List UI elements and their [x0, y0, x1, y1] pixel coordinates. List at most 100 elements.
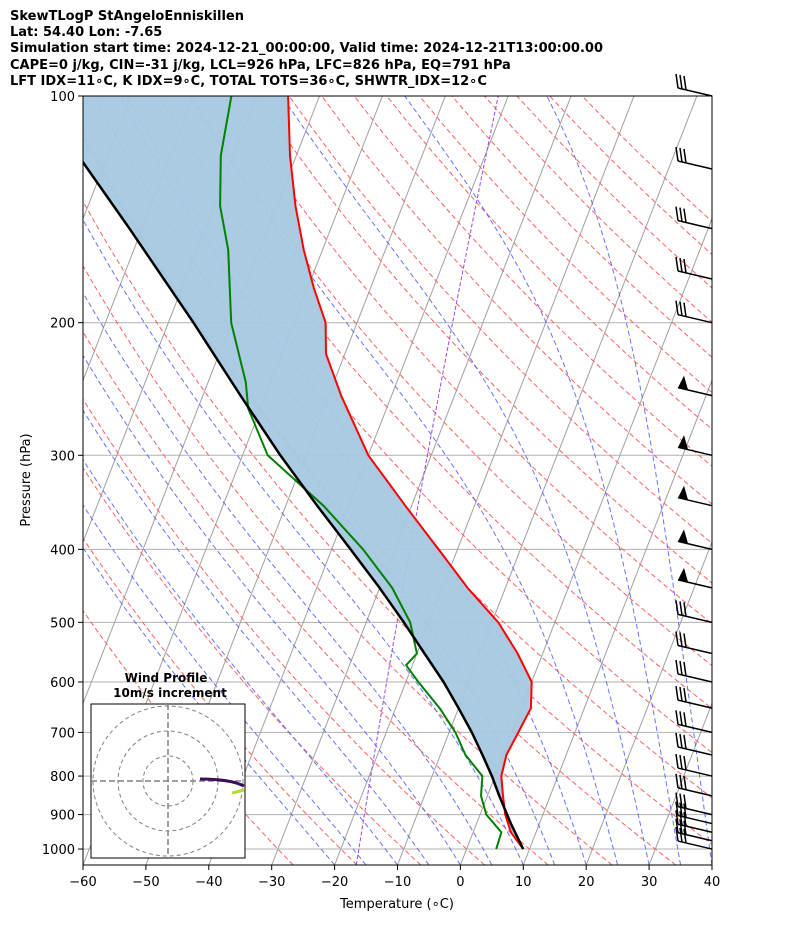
barb-staff	[677, 746, 713, 756]
background-lines	[83, 96, 712, 865]
wind-barb	[675, 826, 713, 850]
hodo-trace-upper	[199, 777, 245, 788]
profile-lines	[83, 96, 533, 850]
wind-barb	[675, 256, 713, 280]
moist-adiabat	[404, 96, 681, 865]
barb-feather	[675, 753, 679, 769]
wind-barbs	[675, 73, 713, 850]
y-tick-label: 500	[50, 616, 75, 631]
y-tick-label: 800	[50, 770, 75, 785]
wind-barb	[677, 567, 713, 589]
stability-indices: CAPE=0 j/kg, CIN=-31 j/kg, LCL=926 hPa, …	[10, 58, 511, 73]
dry-adiabat	[321, 96, 712, 505]
barb-feather	[683, 775, 687, 790]
barb-staff	[677, 814, 713, 825]
barb-feather	[675, 792, 679, 807]
isotherm	[522, 378, 712, 865]
x-tick-label: 20	[578, 875, 595, 890]
dry-adiabat	[223, 96, 712, 625]
barb-feather	[675, 300, 679, 315]
barb-feather	[679, 774, 683, 789]
moist-adiabat	[189, 96, 619, 865]
dry-adiabat	[83, 265, 613, 865]
wind-barb	[675, 73, 713, 97]
barb-flag	[678, 485, 688, 500]
isotherm	[271, 96, 572, 865]
mixing-ratio-line	[355, 96, 499, 865]
dry-adiabat	[83, 200, 677, 865]
wind-barb	[677, 435, 713, 457]
x-tick-label: 10	[515, 875, 532, 890]
barb-staff	[677, 446, 713, 457]
barb-staff	[677, 673, 713, 683]
barb-staff	[677, 840, 713, 850]
barb-feather	[683, 602, 687, 617]
barb-staff	[677, 160, 713, 170]
moist-adiabat	[83, 458, 398, 865]
y-axis: 100 200 300 400 500 600 700 800 900 1000	[42, 90, 83, 858]
inset-title: Wind Profile	[125, 671, 208, 685]
cin-cape-fill	[83, 96, 532, 849]
barb-feather	[683, 820, 687, 835]
isotherm	[648, 702, 712, 865]
barb-staff	[677, 270, 713, 280]
y-tick-label: 200	[50, 317, 75, 332]
moist-adiabat	[83, 409, 430, 865]
barb-feather	[679, 827, 683, 843]
barb-feather	[675, 773, 679, 788]
dry-adiabat	[516, 96, 712, 289]
barb-feather	[683, 688, 687, 703]
y-tick-label: 600	[50, 676, 75, 691]
barb-feather	[679, 301, 683, 316]
time-label: Simulation start time: 2024-12-21_00:00:…	[10, 41, 603, 56]
barb-feather	[679, 660, 683, 676]
barb-staff	[677, 496, 713, 507]
wind-barb	[677, 485, 713, 507]
barb-feather	[675, 256, 679, 272]
barb-feather	[679, 754, 683, 770]
x-tick-label: −50	[132, 875, 159, 890]
barb-staff	[677, 699, 713, 709]
barb-flag	[678, 435, 688, 450]
barb-feather	[683, 803, 687, 818]
x-tick-label: 0	[456, 875, 464, 890]
moist-adiabat	[83, 504, 367, 865]
moist-adiabat	[83, 291, 493, 865]
dry-adiabat	[484, 96, 712, 323]
x-tick-label: −40	[195, 875, 222, 890]
y-tick-label: 900	[50, 809, 75, 824]
dry-adiabat	[158, 96, 712, 710]
barb-feather	[675, 631, 679, 646]
x-axis-label: Temperature (∘C)	[339, 897, 454, 912]
wind-barb	[675, 146, 713, 170]
wind-barb	[675, 773, 713, 797]
barb-feather	[683, 148, 687, 164]
barb-feather	[679, 601, 683, 616]
x-tick-label: 40	[704, 875, 721, 890]
barb-feather	[679, 711, 683, 726]
location-label: Lat: 54.40 Lon: -7.65	[10, 25, 163, 40]
dry-adiabat	[386, 96, 712, 430]
barb-feather	[675, 146, 679, 162]
dry-adiabat	[549, 96, 712, 256]
barb-feather	[683, 734, 687, 750]
y-axis-label: Pressure (hPa)	[19, 433, 34, 526]
barb-feather	[683, 302, 687, 317]
barb-feather	[675, 206, 679, 221]
x-tick-label: −60	[69, 875, 96, 890]
barb-feather	[683, 712, 687, 727]
barb-staff	[677, 805, 713, 816]
barb-feather	[675, 801, 679, 816]
dry-adiabat	[83, 537, 358, 865]
barb-feather	[675, 686, 679, 701]
moist-adiabat	[83, 218, 524, 865]
moist-adiabat	[83, 547, 335, 865]
x-tick-label: 30	[641, 875, 658, 890]
wind-barb	[675, 792, 713, 816]
barb-feather	[675, 73, 679, 89]
dry-adiabat	[288, 96, 712, 544]
wind-barb	[675, 659, 713, 683]
wind-barb	[675, 710, 713, 734]
barb-feather	[675, 810, 679, 825]
dry-adiabat	[256, 96, 712, 584]
